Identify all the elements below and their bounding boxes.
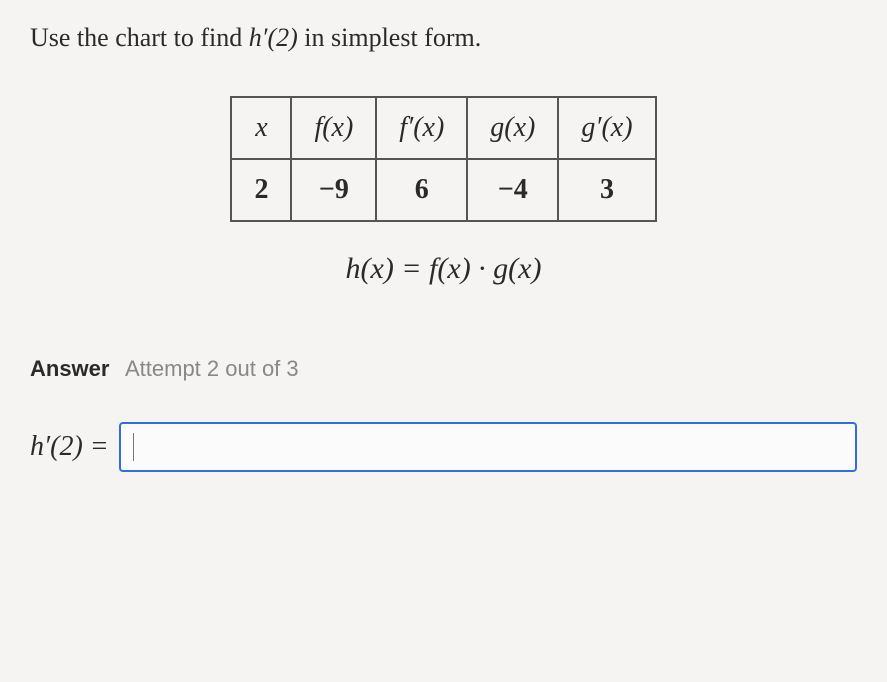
cell-fx: −9 xyxy=(291,159,376,221)
equation-text: h(x) = f(x) · g(x) xyxy=(346,252,542,286)
equation-definition: h(x) = f(x) · g(x) xyxy=(30,252,857,286)
prompt-prefix: Use the chart to find xyxy=(30,23,249,52)
question-prompt: Use the chart to find h′(2) in simplest … xyxy=(30,20,857,56)
prompt-suffix: in simplest form. xyxy=(298,23,481,52)
data-table-container: x f(x) f′(x) g(x) g′(x) 2 −9 6 −4 3 xyxy=(30,96,857,222)
cell-fpx: 6 xyxy=(376,159,467,221)
cell-gpx: 3 xyxy=(558,159,655,221)
data-table: x f(x) f′(x) g(x) g′(x) 2 −9 6 −4 3 xyxy=(230,96,656,222)
col-header-fx: f(x) xyxy=(291,97,376,159)
col-header-x: x xyxy=(231,97,291,159)
answer-input[interactable] xyxy=(119,422,857,472)
table-row: 2 −9 6 −4 3 xyxy=(231,159,655,221)
answer-label: Answer xyxy=(30,356,109,381)
col-header-gx: g(x) xyxy=(467,97,558,159)
answer-header: Answer Attempt 2 out of 3 xyxy=(30,356,857,382)
col-header-fpx: f′(x) xyxy=(376,97,467,159)
attempt-counter: Attempt 2 out of 3 xyxy=(125,356,299,381)
cell-x: 2 xyxy=(231,159,291,221)
prompt-expression: h′(2) xyxy=(249,23,298,52)
answer-input-row: h′(2) = xyxy=(30,422,857,472)
col-header-gpx: g′(x) xyxy=(558,97,655,159)
text-cursor xyxy=(133,433,134,461)
table-header-row: x f(x) f′(x) g(x) g′(x) xyxy=(231,97,655,159)
input-label: h′(2) = xyxy=(30,431,109,463)
cell-gx: −4 xyxy=(467,159,558,221)
